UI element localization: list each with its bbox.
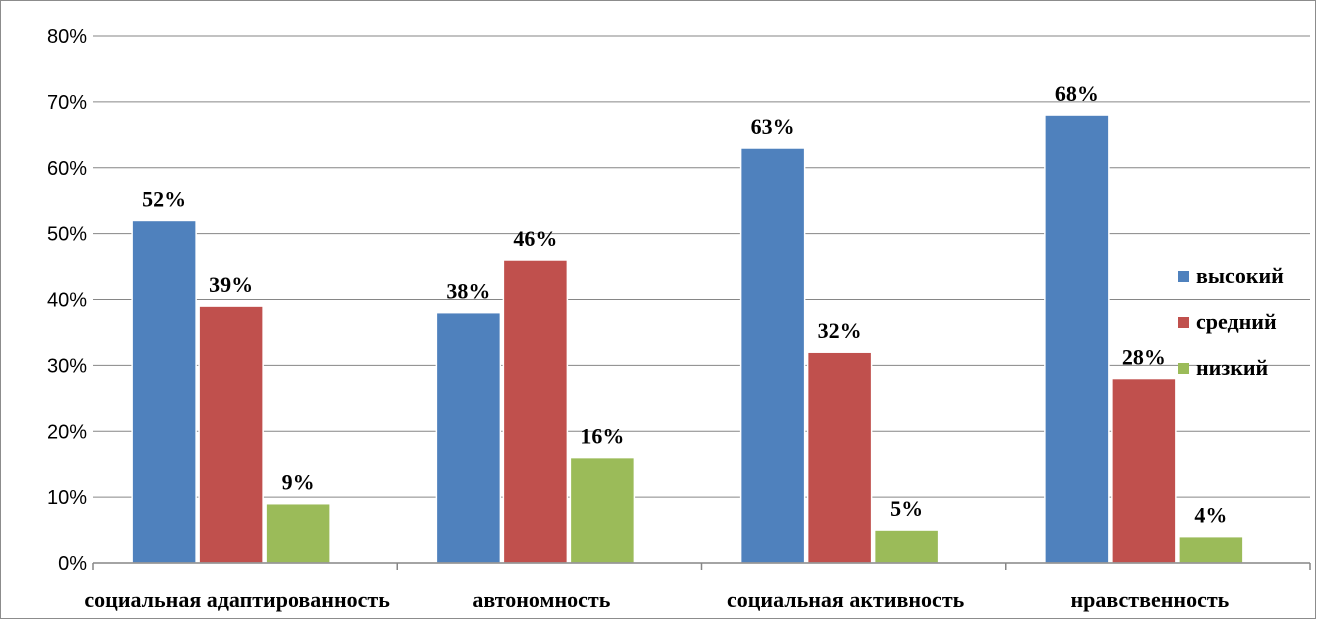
bar-низкий (1178, 535, 1244, 564)
data-label: 32% (818, 318, 862, 343)
legend-label: высокий (1196, 263, 1284, 288)
y-tick-label: 70% (47, 92, 87, 114)
y-axis-tick-labels: 0% 10% 20% 30% 40% 50% 60% 70% 80% (47, 26, 87, 575)
legend-swatch-средний (1178, 317, 1189, 328)
data-label: 16% (580, 424, 624, 449)
bar-средний (502, 259, 569, 564)
category-label: социальная адаптированность (84, 587, 390, 612)
y-tick-label: 80% (47, 26, 87, 48)
y-tick-label: 60% (47, 158, 87, 180)
data-label: 46% (513, 226, 557, 251)
category-label: социальная активность (727, 587, 965, 612)
y-tick-label: 50% (47, 224, 87, 246)
bar-средний (198, 305, 264, 564)
y-tick-label: 40% (47, 290, 87, 312)
data-label: 9% (282, 470, 315, 495)
bar-высокий (131, 219, 197, 564)
bars (131, 114, 1244, 564)
bar-высокий (1044, 114, 1110, 564)
category-label: автономность (472, 587, 610, 612)
y-tick-label: 30% (47, 355, 87, 377)
data-label: 63% (751, 114, 795, 139)
bar-средний (1111, 377, 1177, 564)
bar-низкий (569, 456, 636, 564)
data-label: 52% (142, 186, 186, 211)
category-label: нравственность (1070, 587, 1229, 612)
y-tick-label: 0% (58, 553, 87, 575)
category-labels: социальная адаптированность автономность с… (84, 587, 1229, 612)
legend-label: низкий (1196, 355, 1269, 380)
data-label: 39% (209, 272, 253, 297)
data-label: 68% (1055, 81, 1099, 106)
bar-низкий (265, 502, 331, 564)
data-label: 28% (1122, 345, 1166, 370)
y-tick-label: 20% (47, 421, 87, 443)
data-label: 38% (446, 279, 490, 304)
legend-label: средний (1196, 309, 1277, 334)
legend-swatch-высокий (1178, 271, 1189, 282)
data-label: 5% (890, 496, 923, 521)
bar-средний (806, 351, 873, 564)
bar-низкий (873, 529, 940, 564)
legend-swatch-низкий (1178, 363, 1189, 374)
legend: высокий средний низкий (1178, 263, 1284, 380)
x-axis (92, 562, 1311, 570)
bar-высокий (435, 311, 502, 564)
y-tick-label: 10% (47, 487, 87, 509)
data-labels: 52% 39% 9% 38% 46% 16% 63% 32% 5% 68% 28% 4% (142, 81, 1227, 528)
bar-высокий (739, 147, 806, 564)
data-label: 4% (1194, 503, 1227, 528)
